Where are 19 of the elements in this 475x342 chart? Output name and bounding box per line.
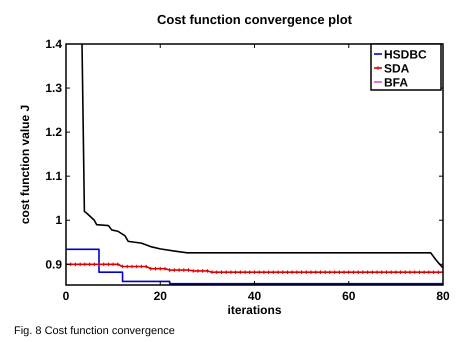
- x-tick-label: 60: [342, 289, 356, 303]
- y-axis-title: cost function value J: [18, 104, 32, 224]
- x-tick-label: 20: [154, 289, 168, 303]
- legend-label: SDA: [384, 62, 410, 76]
- y-tick-label: 1.2: [45, 125, 62, 140]
- x-tick-label: 40: [248, 289, 262, 303]
- x-tick-label: 0: [62, 289, 70, 303]
- line-series: [66, 248, 443, 284]
- legend-label: BFA: [384, 76, 408, 90]
- y-tick-label: 1.1: [45, 169, 62, 184]
- legend-label: HSDBC: [384, 48, 427, 62]
- x-tick-label: 80: [436, 289, 450, 303]
- y-tick-label: 1: [55, 213, 62, 228]
- x-axis-title: iterations: [227, 303, 282, 317]
- y-tick-label: 1.4: [45, 37, 62, 51]
- chart-title: Cost function convergence plot: [156, 12, 353, 27]
- y-tick-label: 1.3: [45, 81, 62, 96]
- y-tick-label: 0.9: [45, 257, 62, 272]
- caption: Fig. 8 Cost function convergence: [14, 325, 175, 337]
